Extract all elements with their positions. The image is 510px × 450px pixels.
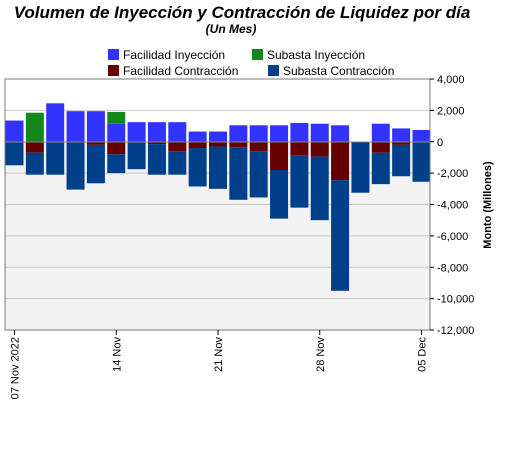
bar <box>290 122 309 142</box>
bar <box>371 152 390 185</box>
bar <box>290 155 309 208</box>
x-tick-label: 05 Dec <box>417 337 429 372</box>
legend-swatch <box>108 65 119 76</box>
x-tick-label: 14 Nov <box>111 337 123 372</box>
bar <box>46 103 65 142</box>
legend: Facilidad Inyección Subasta Inyección Faci… <box>108 48 394 78</box>
bar <box>392 144 411 177</box>
bar <box>310 123 329 142</box>
y-tick-label: -8,000 <box>437 262 468 274</box>
bar <box>127 122 146 142</box>
bar <box>25 112 44 142</box>
legend-label: Facilidad Contracción <box>123 64 238 78</box>
bar <box>25 152 44 175</box>
bar <box>249 151 268 198</box>
bar <box>168 122 187 142</box>
legend-swatch <box>108 49 119 60</box>
bar <box>147 141 166 145</box>
bar <box>5 141 24 166</box>
bar <box>25 141 44 153</box>
x-tick-label: 28 Nov <box>315 337 327 372</box>
legend-swatch <box>268 65 279 76</box>
bar <box>249 125 268 142</box>
bar <box>270 169 289 219</box>
bar <box>412 129 431 142</box>
bar <box>147 122 166 142</box>
y-tick-label: -10,000 <box>437 294 474 306</box>
legend-label: Facilidad Inyección <box>123 48 225 62</box>
bar <box>168 141 187 152</box>
bar <box>270 141 289 170</box>
bar <box>209 141 227 147</box>
legend-label: Subasta Inyección <box>267 48 365 62</box>
bar <box>371 123 390 142</box>
bar <box>86 141 105 145</box>
bar <box>270 125 289 142</box>
y-axis: 4,000 2,000 0 -2,000 -4,000 -6,000 -8,000 -10,0… <box>430 74 474 337</box>
bar <box>371 141 390 153</box>
bar <box>66 141 85 190</box>
y-tick-label: 4,000 <box>437 74 465 86</box>
bar <box>127 141 146 170</box>
bars <box>5 103 431 291</box>
y-axis-label: Monto (Millones) <box>482 161 494 249</box>
x-tick-label: 07 Nov 2022 <box>10 337 22 399</box>
x-axis: 07 Nov 2022 14 Nov 21 Nov 28 Nov 05 Dec <box>10 330 429 399</box>
bar <box>209 146 227 189</box>
bar <box>188 141 207 149</box>
bar <box>412 141 431 182</box>
chart-subtitle: (Un Mes) <box>206 22 257 36</box>
chart-title: Volumen de Inyección y Contracción de Li… <box>14 3 471 22</box>
bar <box>168 151 187 175</box>
bar <box>188 131 207 142</box>
bar <box>46 141 65 175</box>
bar <box>147 144 166 175</box>
bar <box>249 141 268 152</box>
bar <box>107 111 126 124</box>
bar <box>209 131 227 142</box>
bar <box>66 111 85 142</box>
bar <box>5 120 24 142</box>
y-tick-label: 2,000 <box>437 105 465 117</box>
bar <box>86 111 105 142</box>
legend-swatch <box>252 49 263 60</box>
y-tick-label: -4,000 <box>437 200 468 212</box>
bar <box>392 128 411 142</box>
bar <box>392 141 411 145</box>
bar <box>107 154 126 174</box>
y-tick-label: -6,000 <box>437 231 468 243</box>
bar <box>310 141 329 157</box>
bar <box>107 123 126 142</box>
bar <box>86 144 105 184</box>
bar <box>310 156 329 221</box>
bar <box>188 148 207 187</box>
bar <box>331 125 350 142</box>
x-tick-label: 21 Nov <box>213 337 225 372</box>
y-tick-label: -2,000 <box>437 168 468 180</box>
y-tick-label: 0 <box>437 137 443 149</box>
bar <box>229 141 248 148</box>
y-tick-label: -12,000 <box>437 325 474 337</box>
gridlines <box>5 109 430 300</box>
bar <box>290 141 309 156</box>
bar <box>331 141 350 181</box>
bar <box>107 141 126 155</box>
bar <box>331 180 350 291</box>
legend-label: Subasta Contracción <box>283 64 394 78</box>
bar <box>351 141 370 193</box>
bar <box>229 147 248 200</box>
bar <box>229 125 248 142</box>
